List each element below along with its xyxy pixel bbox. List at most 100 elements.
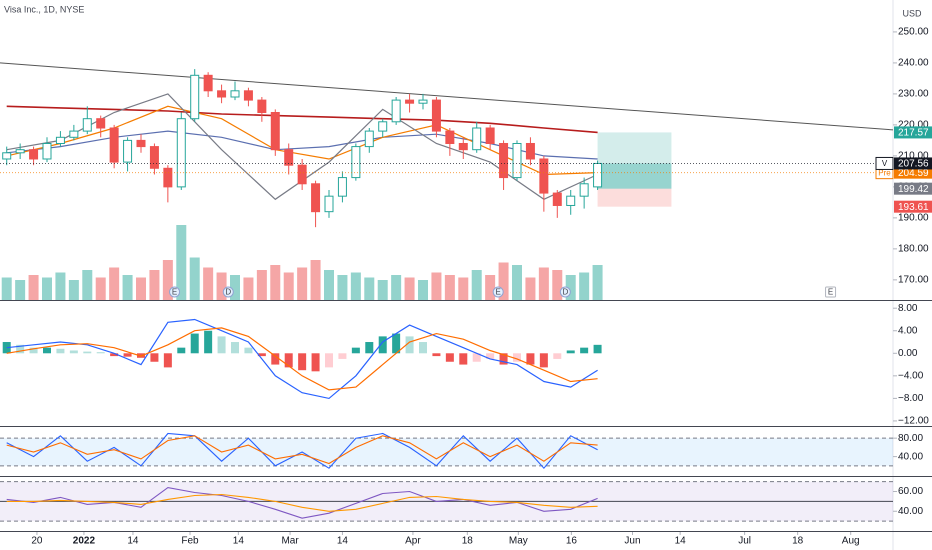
- candle-body: [579, 183, 589, 197]
- x-tick-label: 2022: [73, 536, 96, 547]
- candle-body: [2, 152, 12, 160]
- candle-body: [29, 149, 39, 160]
- volume-bar: [538, 267, 549, 300]
- macd-histogram-bar: [593, 344, 602, 354]
- moving-average: [6, 105, 598, 134]
- volume-bar: [458, 277, 469, 300]
- macd-histogram-bar: [163, 353, 172, 368]
- macd-histogram-bar: [472, 353, 481, 362]
- macd-histogram-bar: [177, 347, 186, 354]
- macd-line: [6, 318, 598, 400]
- candle-body: [257, 99, 267, 113]
- macd-histogram-bar: [110, 353, 119, 357]
- volume-bar: [203, 267, 214, 300]
- currency: USD: [902, 8, 922, 18]
- price-tag-label: 199.42: [898, 184, 929, 195]
- volume-bar: [337, 275, 348, 300]
- x-tick-label: 14: [233, 536, 245, 547]
- volume-bar: [55, 272, 66, 300]
- volume-bar: [230, 275, 240, 300]
- macd-histogram-bar: [419, 342, 427, 354]
- candle-body: [512, 142, 522, 179]
- macd-histogram-bar: [351, 347, 360, 354]
- volume-bar: [1, 277, 12, 300]
- volume-bar: [216, 272, 227, 300]
- volume-bar: [579, 272, 590, 300]
- volume-bar: [189, 257, 200, 300]
- x-tick-label: 18: [792, 536, 804, 547]
- y-tick-label: 0.00: [898, 348, 918, 359]
- macd-histogram-bar: [486, 353, 495, 359]
- macd-histogram-bar: [445, 353, 454, 362]
- candle-body: [552, 192, 562, 206]
- volume-bar: [592, 265, 603, 300]
- x-tick-label: Apr: [405, 536, 421, 547]
- macd-histogram-bar: [459, 353, 468, 365]
- price-tag-label: 204.59: [898, 168, 929, 179]
- macd-histogram-bar: [513, 353, 521, 362]
- macd-histogram-bar: [580, 347, 589, 354]
- volume-bar: [176, 225, 187, 300]
- x-tick-label: Feb: [181, 536, 199, 547]
- volume-bar: [310, 260, 321, 300]
- candle-body: [311, 183, 321, 213]
- volume-bar: [162, 260, 173, 300]
- x-tick-label: 16: [566, 536, 578, 547]
- volume-bar: [82, 270, 93, 300]
- candle-body: [351, 146, 361, 179]
- position-loss: [597, 188, 672, 207]
- volume-bar: [109, 267, 120, 300]
- candle-body: [566, 195, 576, 206]
- volume-bar: [565, 275, 576, 300]
- macd-histogram-bar: [123, 353, 132, 357]
- price-tag: [894, 126, 932, 139]
- candle-body: [337, 177, 347, 197]
- volume-bar: [15, 280, 26, 300]
- candle-body: [324, 195, 334, 213]
- volume-bar: [350, 272, 361, 300]
- y-tick-label: 40.00: [898, 506, 923, 517]
- candle-body: [525, 142, 535, 160]
- oscillator-line: [6, 493, 598, 512]
- candle-body: [190, 74, 200, 120]
- price-tag: [894, 166, 932, 179]
- x-tick-label: 20: [31, 536, 43, 547]
- candle-body: [418, 99, 428, 104]
- candle-body: [472, 127, 482, 151]
- volume-bar: [444, 275, 455, 300]
- x-tick-label: Aug: [842, 536, 860, 547]
- y-tick-label: 170.00: [898, 274, 929, 285]
- event-marker: [492, 286, 504, 298]
- oscillator-line: [6, 487, 598, 519]
- volume-bar: [256, 270, 267, 300]
- volume-bar: [324, 270, 334, 300]
- macd-histogram-bar: [499, 353, 508, 365]
- y-tick-label: 40.00: [898, 451, 923, 462]
- candle-body: [163, 167, 173, 188]
- candle-body: [391, 99, 401, 123]
- macd-histogram-bar: [392, 333, 401, 354]
- volume-bar: [364, 277, 375, 300]
- x-tick-label: Jun: [624, 536, 640, 547]
- macd-histogram-bar: [204, 330, 213, 354]
- macd-histogram-bar: [405, 336, 414, 354]
- macd-histogram-bar: [257, 353, 266, 357]
- volume-bar: [525, 277, 536, 300]
- volume-bar: [149, 270, 160, 300]
- event-marker: [559, 286, 571, 298]
- candle-body: [217, 90, 227, 98]
- candle-body: [176, 118, 186, 188]
- volume-bar: [404, 277, 415, 300]
- macd-histogram-bar: [526, 353, 535, 365]
- event-label: E: [496, 288, 501, 297]
- volume-bar: [431, 272, 442, 300]
- macd-histogram-bar: [539, 353, 548, 368]
- y-tick-label: 80.00: [898, 433, 923, 444]
- price-tag-prefix: [875, 156, 894, 170]
- moving-average: [6, 105, 598, 176]
- y-tick-label: 190.00: [898, 213, 929, 224]
- volume-bar: [136, 277, 146, 300]
- candle-body: [69, 130, 79, 138]
